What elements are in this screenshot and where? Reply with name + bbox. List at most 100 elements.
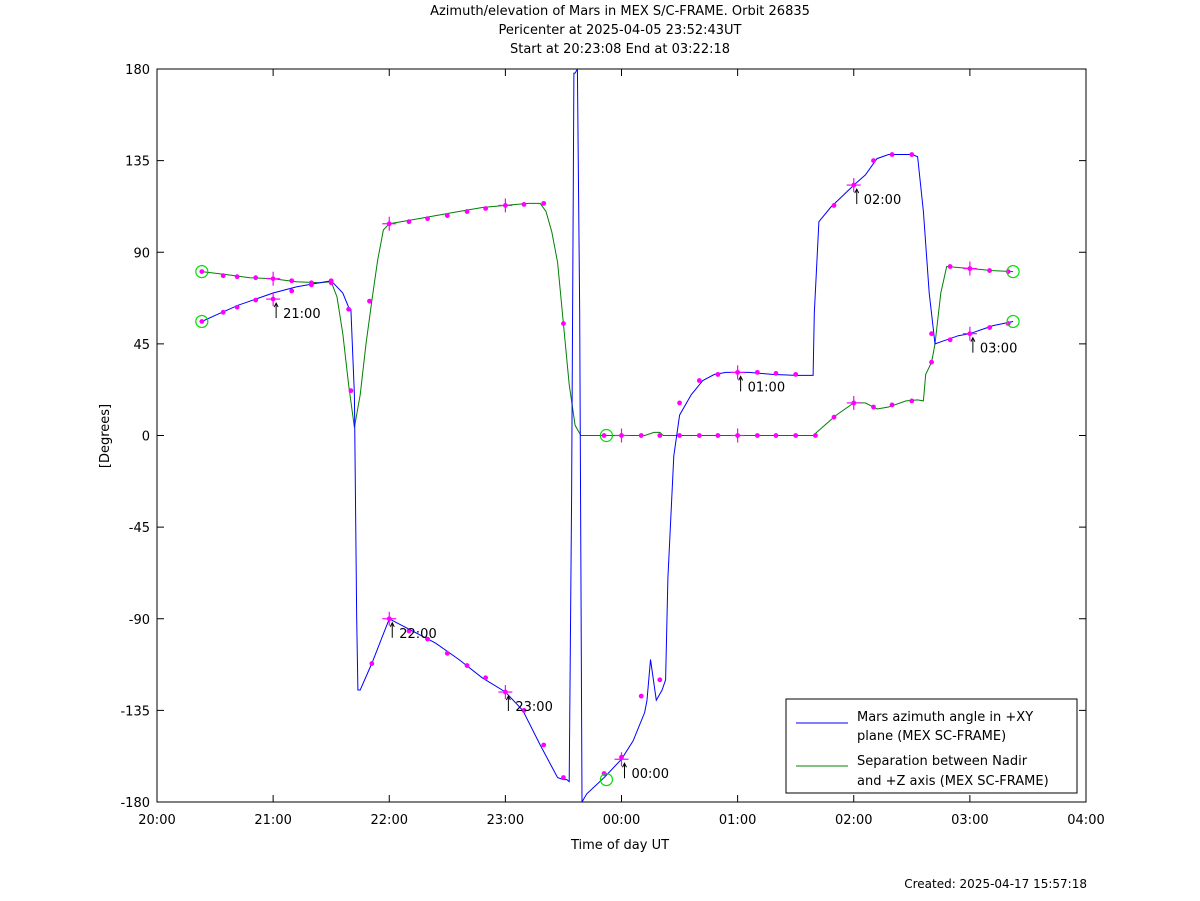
endpoint-circle	[195, 264, 209, 279]
separation-marker	[813, 433, 818, 438]
time-label: 01:00	[748, 380, 785, 395]
separation-marker	[199, 269, 205, 274]
azimuth-marker	[561, 775, 566, 780]
azimuth-marker	[464, 663, 470, 668]
x-tick-label: 21:00	[254, 813, 291, 828]
separation-marker	[348, 388, 354, 394]
axis-ticks: 20:00 21:00 22:00 23:00 00:00 01:00 02:00 03:00…	[120, 63, 1104, 828]
separation-marker	[234, 274, 240, 280]
created-timestamp: Created: 2025-04-17 15:57:18	[904, 877, 1087, 891]
separation-line	[201, 202, 1014, 436]
azimuth-marker	[369, 661, 375, 666]
separation-marker	[773, 433, 779, 438]
endpoint-circle	[599, 773, 614, 787]
separation-marker	[909, 398, 915, 404]
azimuth-marker	[289, 288, 295, 294]
time-label: 02:00	[864, 193, 901, 208]
azimuth-marker	[199, 319, 205, 324]
y-tick-label: 45	[133, 338, 150, 353]
azimuth-marker	[987, 325, 993, 330]
separation-marker	[483, 206, 489, 211]
azimuth-marker	[715, 372, 721, 377]
time-label-arrowhead	[622, 762, 627, 768]
separation-marker	[425, 216, 430, 222]
azimuth-marker	[677, 400, 682, 406]
time-label: 03:00	[980, 342, 1017, 357]
separation-marker	[253, 275, 259, 281]
time-label-arrowhead	[505, 694, 511, 701]
separation-marker	[929, 359, 934, 365]
y-tick-label: -90	[129, 613, 150, 628]
y-tick-label: 90	[133, 246, 150, 261]
azimuth-marker	[947, 337, 953, 343]
legend-label-azimuth-line2: plane (MEX SC-FRAME)	[857, 729, 1006, 744]
separation-marker	[561, 321, 566, 326]
separation-marker	[328, 280, 334, 286]
azimuth-marker	[929, 331, 934, 337]
time-label-arrowhead	[273, 301, 279, 308]
chart-title: Azimuth/elevation of Mars in MEX S/C-FRA…	[430, 4, 810, 19]
time-label: 22:00	[399, 627, 436, 642]
legend-label-separation-line2: and +Z axis (MEX SC-FRAME)	[857, 774, 1049, 789]
separation-marker	[987, 268, 993, 273]
separation-marker	[677, 433, 682, 438]
x-tick-label: 23:00	[487, 813, 524, 828]
y-axis-label: [Degrees]	[98, 404, 113, 468]
y-tick-label: 180	[125, 63, 150, 78]
separation-marker	[696, 433, 702, 438]
x-tick-label: 03:00	[951, 813, 988, 828]
separation-marker	[889, 402, 895, 408]
time-labels: 21:00 22:00 23:00 00:00 01:00 02:00 03:00	[273, 187, 1017, 782]
y-tick-label: -45	[129, 521, 150, 536]
azimuth-marker	[483, 675, 489, 681]
azimuth-marker	[234, 304, 240, 310]
azimuth-marker	[253, 297, 259, 303]
separation-marker	[444, 213, 450, 219]
time-label-arrowhead	[970, 336, 976, 342]
legend-label-separation-line1: Separation between Nadir	[857, 754, 1028, 769]
separation-marker	[871, 404, 876, 410]
separation-marker	[831, 414, 837, 420]
time-label-arrowhead	[389, 621, 395, 627]
separation-marker	[947, 264, 953, 269]
x-tick-label: 22:00	[371, 813, 408, 828]
time-label-arrowhead	[854, 187, 860, 194]
series-markers	[195, 152, 1020, 787]
separation-marker	[289, 278, 295, 284]
azimuth-marker	[793, 372, 799, 377]
separation-marker	[638, 433, 644, 438]
x-tick-label: 02:00	[835, 813, 872, 828]
azimuth-marker	[831, 203, 837, 208]
series-lines	[201, 69, 1014, 802]
separation-marker	[464, 209, 470, 214]
x-tick-label: 00:00	[603, 813, 640, 828]
separation-marker	[715, 433, 721, 438]
separation-marker	[657, 433, 663, 438]
azimuth-marker	[444, 650, 450, 656]
legend: Mars azimuth angle in +XY plane (MEX SC-…	[785, 698, 1078, 794]
chart-subtitle-range: Start at 20:23:08 End at 03:22:18	[509, 42, 731, 57]
azimuth-marker	[909, 152, 915, 157]
separation-marker	[406, 219, 412, 225]
endpoint-circle	[195, 314, 209, 329]
azimuth-marker	[754, 369, 760, 375]
azimuth-marker	[521, 707, 527, 713]
x-tick-label: 20:00	[138, 813, 175, 828]
azimuth-marker	[541, 742, 547, 748]
separation-marker	[754, 433, 760, 438]
azimuth-marker	[657, 677, 663, 683]
endpoint-circle	[1006, 314, 1020, 329]
separation-marker	[220, 273, 226, 279]
legend-box	[785, 698, 1078, 794]
separation-marker	[541, 200, 547, 206]
separation-marker	[521, 202, 527, 207]
chart-subtitle-pericenter: Pericenter at 2025-04-05 23:52:43UT	[498, 23, 742, 38]
time-label-arrowhead	[738, 375, 744, 381]
x-axis-label: Time of day UT	[570, 838, 669, 853]
azimuth-marker	[220, 309, 226, 315]
azimuth-marker	[773, 370, 779, 376]
y-tick-label: -180	[120, 796, 150, 811]
x-tick-label: 04:00	[1067, 813, 1104, 828]
time-label: 21:00	[283, 307, 320, 322]
